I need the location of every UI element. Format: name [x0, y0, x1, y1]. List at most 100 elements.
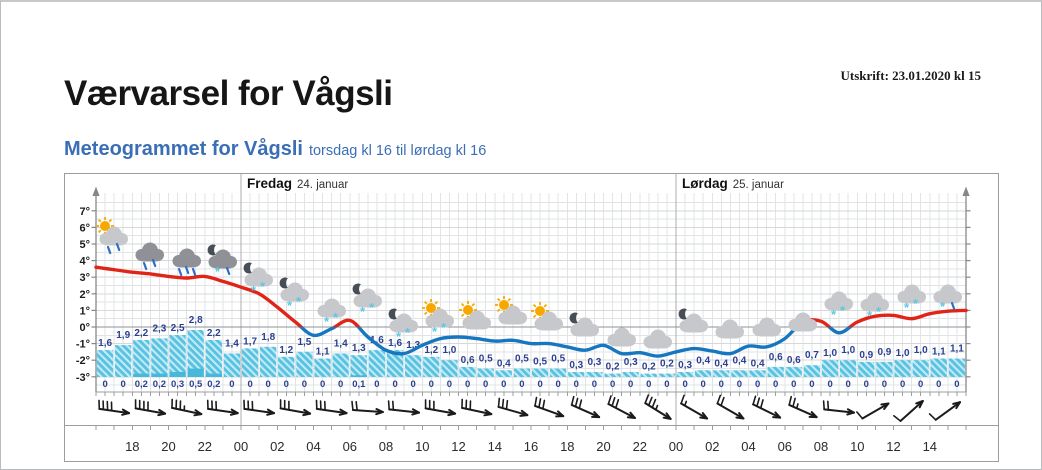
svg-text:1,1: 1,1 [316, 347, 330, 358]
svg-text:0: 0 [465, 379, 470, 390]
svg-text:0°: 0° [79, 322, 90, 334]
precip-bar [786, 367, 802, 377]
svg-text:1,0: 1,0 [823, 348, 837, 359]
precip-bar [858, 362, 874, 377]
svg-text:0: 0 [737, 379, 742, 390]
svg-text:06: 06 [778, 439, 792, 454]
precip-bar [314, 359, 330, 378]
wind-barb [789, 397, 816, 417]
svg-text:0,3: 0,3 [678, 360, 692, 371]
svg-text:02: 02 [270, 439, 284, 454]
precip-bar [242, 348, 258, 377]
precip-bar [296, 352, 312, 377]
svg-text:1,8: 1,8 [261, 332, 275, 343]
svg-text:0: 0 [229, 379, 234, 390]
svg-text:0: 0 [755, 379, 760, 390]
svg-text:1,1: 1,1 [950, 344, 964, 355]
svg-text:2,8: 2,8 [189, 315, 203, 326]
precip-bar [514, 369, 530, 377]
cloud-icon [173, 249, 202, 268]
svg-text:0: 0 [302, 379, 307, 390]
svg-text:0: 0 [447, 379, 452, 390]
svg-text:0: 0 [809, 379, 814, 390]
precip-bar [224, 354, 240, 378]
wind-barb [717, 396, 743, 419]
wind-barb [244, 400, 274, 414]
svg-text:0: 0 [882, 379, 887, 390]
svg-text:1,0: 1,0 [896, 348, 910, 359]
svg-text:0,5: 0,5 [479, 354, 493, 365]
svg-text:0: 0 [519, 379, 524, 390]
svg-text:0,9: 0,9 [877, 347, 891, 358]
svg-text:0,4: 0,4 [696, 355, 710, 366]
wind-barb [281, 400, 311, 415]
svg-text:-2°: -2° [76, 355, 90, 367]
svg-text:0: 0 [556, 379, 561, 390]
svg-text:12: 12 [451, 439, 465, 454]
precip-bar [369, 350, 385, 377]
svg-text:1,0: 1,0 [442, 345, 456, 356]
svg-text:2,5: 2,5 [171, 323, 185, 334]
wind-barb [426, 400, 456, 415]
svg-text:16: 16 [524, 439, 538, 454]
svg-text:0: 0 [682, 379, 687, 390]
weather-icon-moon-cloud-snow: ** [353, 284, 382, 320]
svg-text:0,4: 0,4 [732, 355, 746, 366]
svg-text:0,1: 0,1 [352, 379, 366, 390]
precip-bar [931, 359, 947, 378]
raindrop-icon [179, 269, 181, 275]
raindrop-icon [193, 269, 195, 275]
svg-text:0,3: 0,3 [624, 357, 638, 368]
svg-text:0: 0 [284, 379, 289, 390]
svg-text:0: 0 [121, 379, 126, 390]
wind-barb [608, 396, 635, 418]
precip-bar [278, 357, 294, 377]
svg-text:0,5: 0,5 [551, 354, 565, 365]
svg-text:0,6: 0,6 [769, 352, 783, 363]
svg-text:1,9: 1,9 [116, 330, 130, 341]
svg-text:0: 0 [266, 379, 271, 390]
svg-text:0: 0 [537, 379, 542, 390]
weather-icon-sun-cloud [459, 301, 491, 330]
svg-text:0: 0 [320, 379, 325, 390]
precip-bar [695, 370, 711, 377]
svg-text:1,1: 1,1 [932, 347, 946, 358]
svg-text:0,2: 0,2 [135, 379, 148, 390]
precip-bar [496, 370, 512, 377]
precip-bar [333, 354, 349, 378]
wind-barb [208, 400, 238, 414]
svg-text:0,5: 0,5 [515, 354, 529, 365]
precip-bar [731, 370, 747, 377]
precip-bar [677, 372, 693, 377]
svg-text:1,4: 1,4 [225, 339, 239, 350]
svg-text:0: 0 [773, 379, 778, 390]
svg-text:0: 0 [610, 379, 615, 390]
svg-text:0,4: 0,4 [714, 358, 728, 369]
svg-text:1,5: 1,5 [297, 337, 311, 348]
svg-text:0: 0 [483, 379, 488, 390]
svg-text:0,9: 0,9 [859, 350, 873, 361]
svg-text:-3°: -3° [76, 372, 90, 384]
precip-bar [133, 340, 149, 377]
svg-text:1,4: 1,4 [334, 339, 348, 350]
svg-text:10: 10 [850, 439, 864, 454]
svg-text:0,6: 0,6 [461, 355, 475, 366]
svg-text:0,4: 0,4 [751, 358, 765, 369]
wind-barb [462, 399, 491, 415]
svg-text:0: 0 [646, 379, 651, 390]
svg-text:2°: 2° [79, 289, 90, 301]
wind-barb [857, 404, 889, 419]
svg-text:0: 0 [664, 379, 669, 390]
svg-text:0,3: 0,3 [569, 360, 583, 371]
weather-icon-cloud [753, 318, 782, 337]
moon-icon [208, 245, 216, 256]
precip-bar [260, 347, 276, 377]
svg-text:0: 0 [791, 379, 796, 390]
svg-text:0: 0 [574, 379, 579, 390]
svg-text:1°: 1° [79, 305, 90, 317]
svg-text:22: 22 [198, 439, 212, 454]
cloud-icon [318, 299, 347, 318]
